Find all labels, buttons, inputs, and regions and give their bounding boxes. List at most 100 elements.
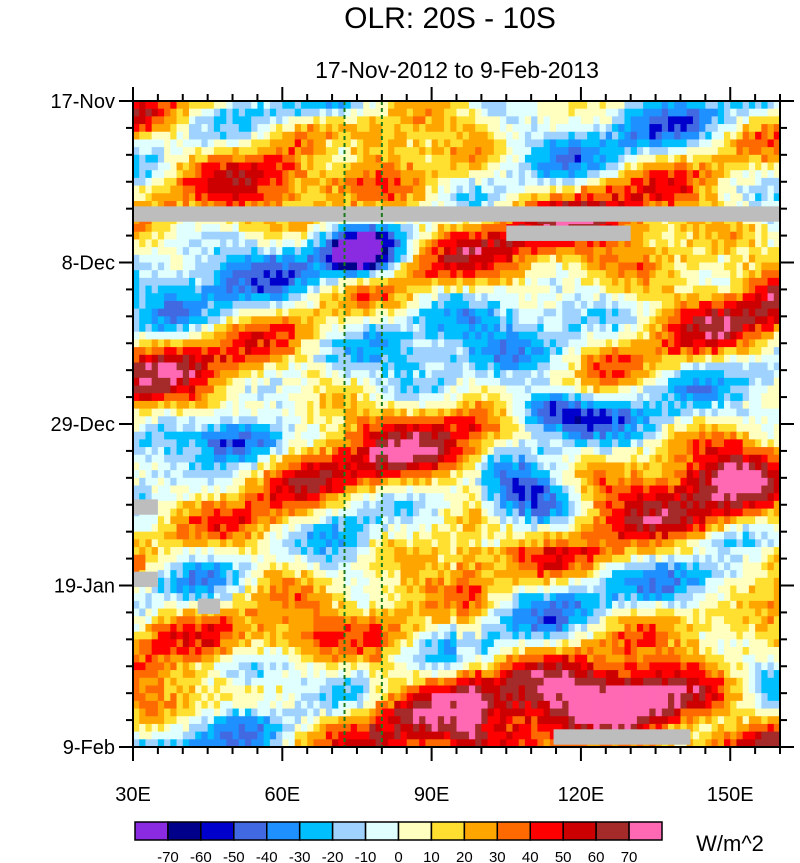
heatmap-cell: [543, 162, 551, 171]
heatmap-cell: [133, 131, 140, 140]
heatmap-cell: [674, 239, 681, 248]
heatmap-cell: [724, 239, 731, 248]
heatmap-cell: [325, 377, 333, 387]
heatmap-cell: [481, 316, 489, 325]
heatmap-cell: [736, 462, 744, 471]
heatmap-cell: [612, 124, 619, 133]
heatmap-cell: [692, 147, 700, 156]
heatmap-cell: [543, 239, 551, 248]
heatmap-cell: [437, 177, 445, 187]
heatmap-cell: [344, 393, 352, 402]
heatmap-cell: [294, 362, 302, 371]
heatmap-cell: [213, 400, 221, 410]
heatmap-cell: [313, 454, 321, 463]
heatmap-cell: [468, 439, 476, 448]
heatmap-cell: [580, 385, 588, 394]
heatmap-cell: [717, 424, 725, 433]
heatmap-cell: [319, 147, 327, 156]
heatmap-cell: [612, 400, 619, 410]
heatmap-cell: [705, 170, 713, 179]
heatmap-cell: [643, 231, 650, 240]
heatmap-cell: [518, 108, 526, 117]
heatmap-cell: [363, 447, 370, 456]
heatmap-cell: [587, 247, 594, 256]
heatmap-cell: [724, 424, 731, 433]
heatmap-cell: [282, 162, 290, 171]
heatmap-cell: [182, 124, 190, 133]
heatmap-cell: [319, 124, 327, 133]
heatmap-cell: [730, 316, 737, 325]
heatmap-cell: [419, 316, 426, 325]
heatmap-cell: [164, 200, 171, 210]
heatmap-cell: [282, 385, 290, 394]
heatmap-cell: [748, 393, 756, 402]
heatmap-cell: [524, 439, 532, 448]
heatmap-cell: [643, 439, 650, 448]
heatmap-cell: [313, 400, 321, 410]
heatmap-cell: [612, 254, 619, 263]
heatmap-cell: [537, 316, 545, 325]
heatmap-cell: [500, 447, 507, 456]
heatmap-cell: [630, 147, 638, 156]
heatmap-cell: [406, 116, 414, 125]
heatmap-cell: [176, 362, 184, 371]
heatmap-cell: [201, 416, 209, 425]
heatmap-cell: [288, 416, 296, 425]
heatmap-cell: [257, 101, 265, 110]
heatmap-cell: [269, 185, 277, 194]
heatmap-cell: [388, 124, 395, 133]
heatmap-cell: [456, 316, 464, 325]
heatmap-cell: [412, 393, 420, 402]
heatmap-cell: [524, 239, 532, 248]
heatmap-cell: [717, 139, 725, 148]
heatmap-cell: [755, 393, 762, 402]
heatmap-cell: [643, 431, 650, 440]
heatmap-cell: [176, 339, 184, 348]
heatmap-cell: [375, 347, 383, 356]
heatmap-cell: [773, 370, 781, 379]
heatmap-cell: [226, 447, 234, 456]
heatmap-cell: [313, 185, 321, 194]
heatmap-cell: [711, 108, 719, 117]
heatmap-cell: [288, 385, 296, 394]
heatmap-cell: [711, 262, 719, 271]
heatmap-cell: [276, 293, 283, 302]
heatmap-cell: [294, 324, 302, 333]
heatmap-cell: [300, 370, 308, 379]
heatmap-cell: [251, 439, 258, 448]
heatmap-cell: [556, 116, 563, 125]
heatmap-cell: [556, 331, 563, 340]
heatmap-cell: [151, 431, 159, 440]
heatmap-cell: [350, 354, 358, 363]
heatmap-cell: [761, 162, 769, 171]
heatmap-cell: [755, 454, 762, 463]
heatmap-cell: [188, 362, 196, 371]
heatmap-cell: [282, 247, 290, 256]
heatmap-cell: [705, 285, 713, 294]
heatmap-cell: [680, 147, 688, 156]
heatmap-cell: [767, 324, 775, 333]
heatmap-cell: [655, 131, 663, 140]
heatmap-cell: [462, 408, 470, 417]
heatmap-cell: [369, 101, 377, 110]
heatmap-cell: [761, 439, 769, 448]
heatmap-cell: [643, 454, 650, 463]
heatmap-cell: [400, 447, 408, 456]
heatmap-cell: [319, 131, 327, 140]
heatmap-cell: [412, 416, 420, 425]
heatmap-cell: [686, 101, 694, 110]
heatmap-cell: [425, 393, 433, 402]
heatmap-cell: [462, 293, 470, 302]
heatmap-cell: [350, 193, 358, 202]
heatmap-cell: [643, 393, 650, 402]
heatmap-cell: [388, 424, 395, 433]
heatmap-cell: [624, 285, 632, 294]
heatmap-cell: [668, 254, 675, 263]
heatmap-cell: [487, 224, 495, 233]
heatmap-cell: [574, 162, 582, 171]
heatmap-cell: [605, 424, 613, 433]
heatmap-cell: [674, 170, 681, 179]
heatmap-cell: [412, 270, 420, 279]
heatmap-cell: [612, 354, 619, 363]
heatmap-cell: [717, 254, 725, 263]
